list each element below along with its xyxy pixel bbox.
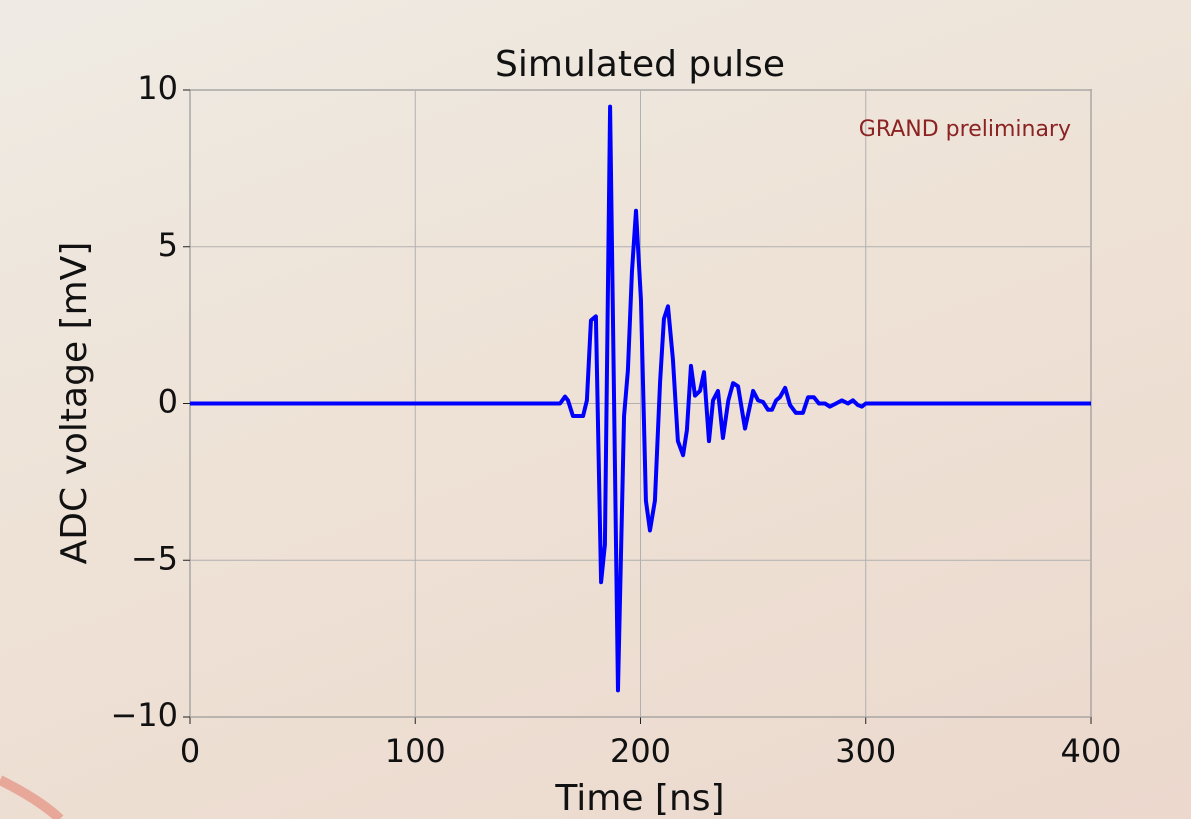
x-axis-label: Time [ns] xyxy=(554,778,724,819)
y-tick-label: −10 xyxy=(110,696,178,734)
data-line xyxy=(190,104,1091,693)
x-tick-label: 200 xyxy=(610,732,671,770)
y-tick-label: 0 xyxy=(158,383,178,421)
x-tick-label: 400 xyxy=(1060,732,1121,770)
annotation: GRAND preliminary xyxy=(859,117,1071,142)
x-tick-label: 100 xyxy=(385,732,446,770)
y-tick-label: 5 xyxy=(158,226,178,264)
chart-title: Simulated pulse xyxy=(495,44,785,85)
y-tick-label: −5 xyxy=(131,539,178,577)
x-tick-label: 300 xyxy=(835,732,896,770)
y-tick-label: 10 xyxy=(137,69,178,107)
decoration xyxy=(0,775,64,819)
y-axis-label: ADC voltage [mV] xyxy=(54,242,95,565)
x-tick-label: 0 xyxy=(180,732,200,770)
